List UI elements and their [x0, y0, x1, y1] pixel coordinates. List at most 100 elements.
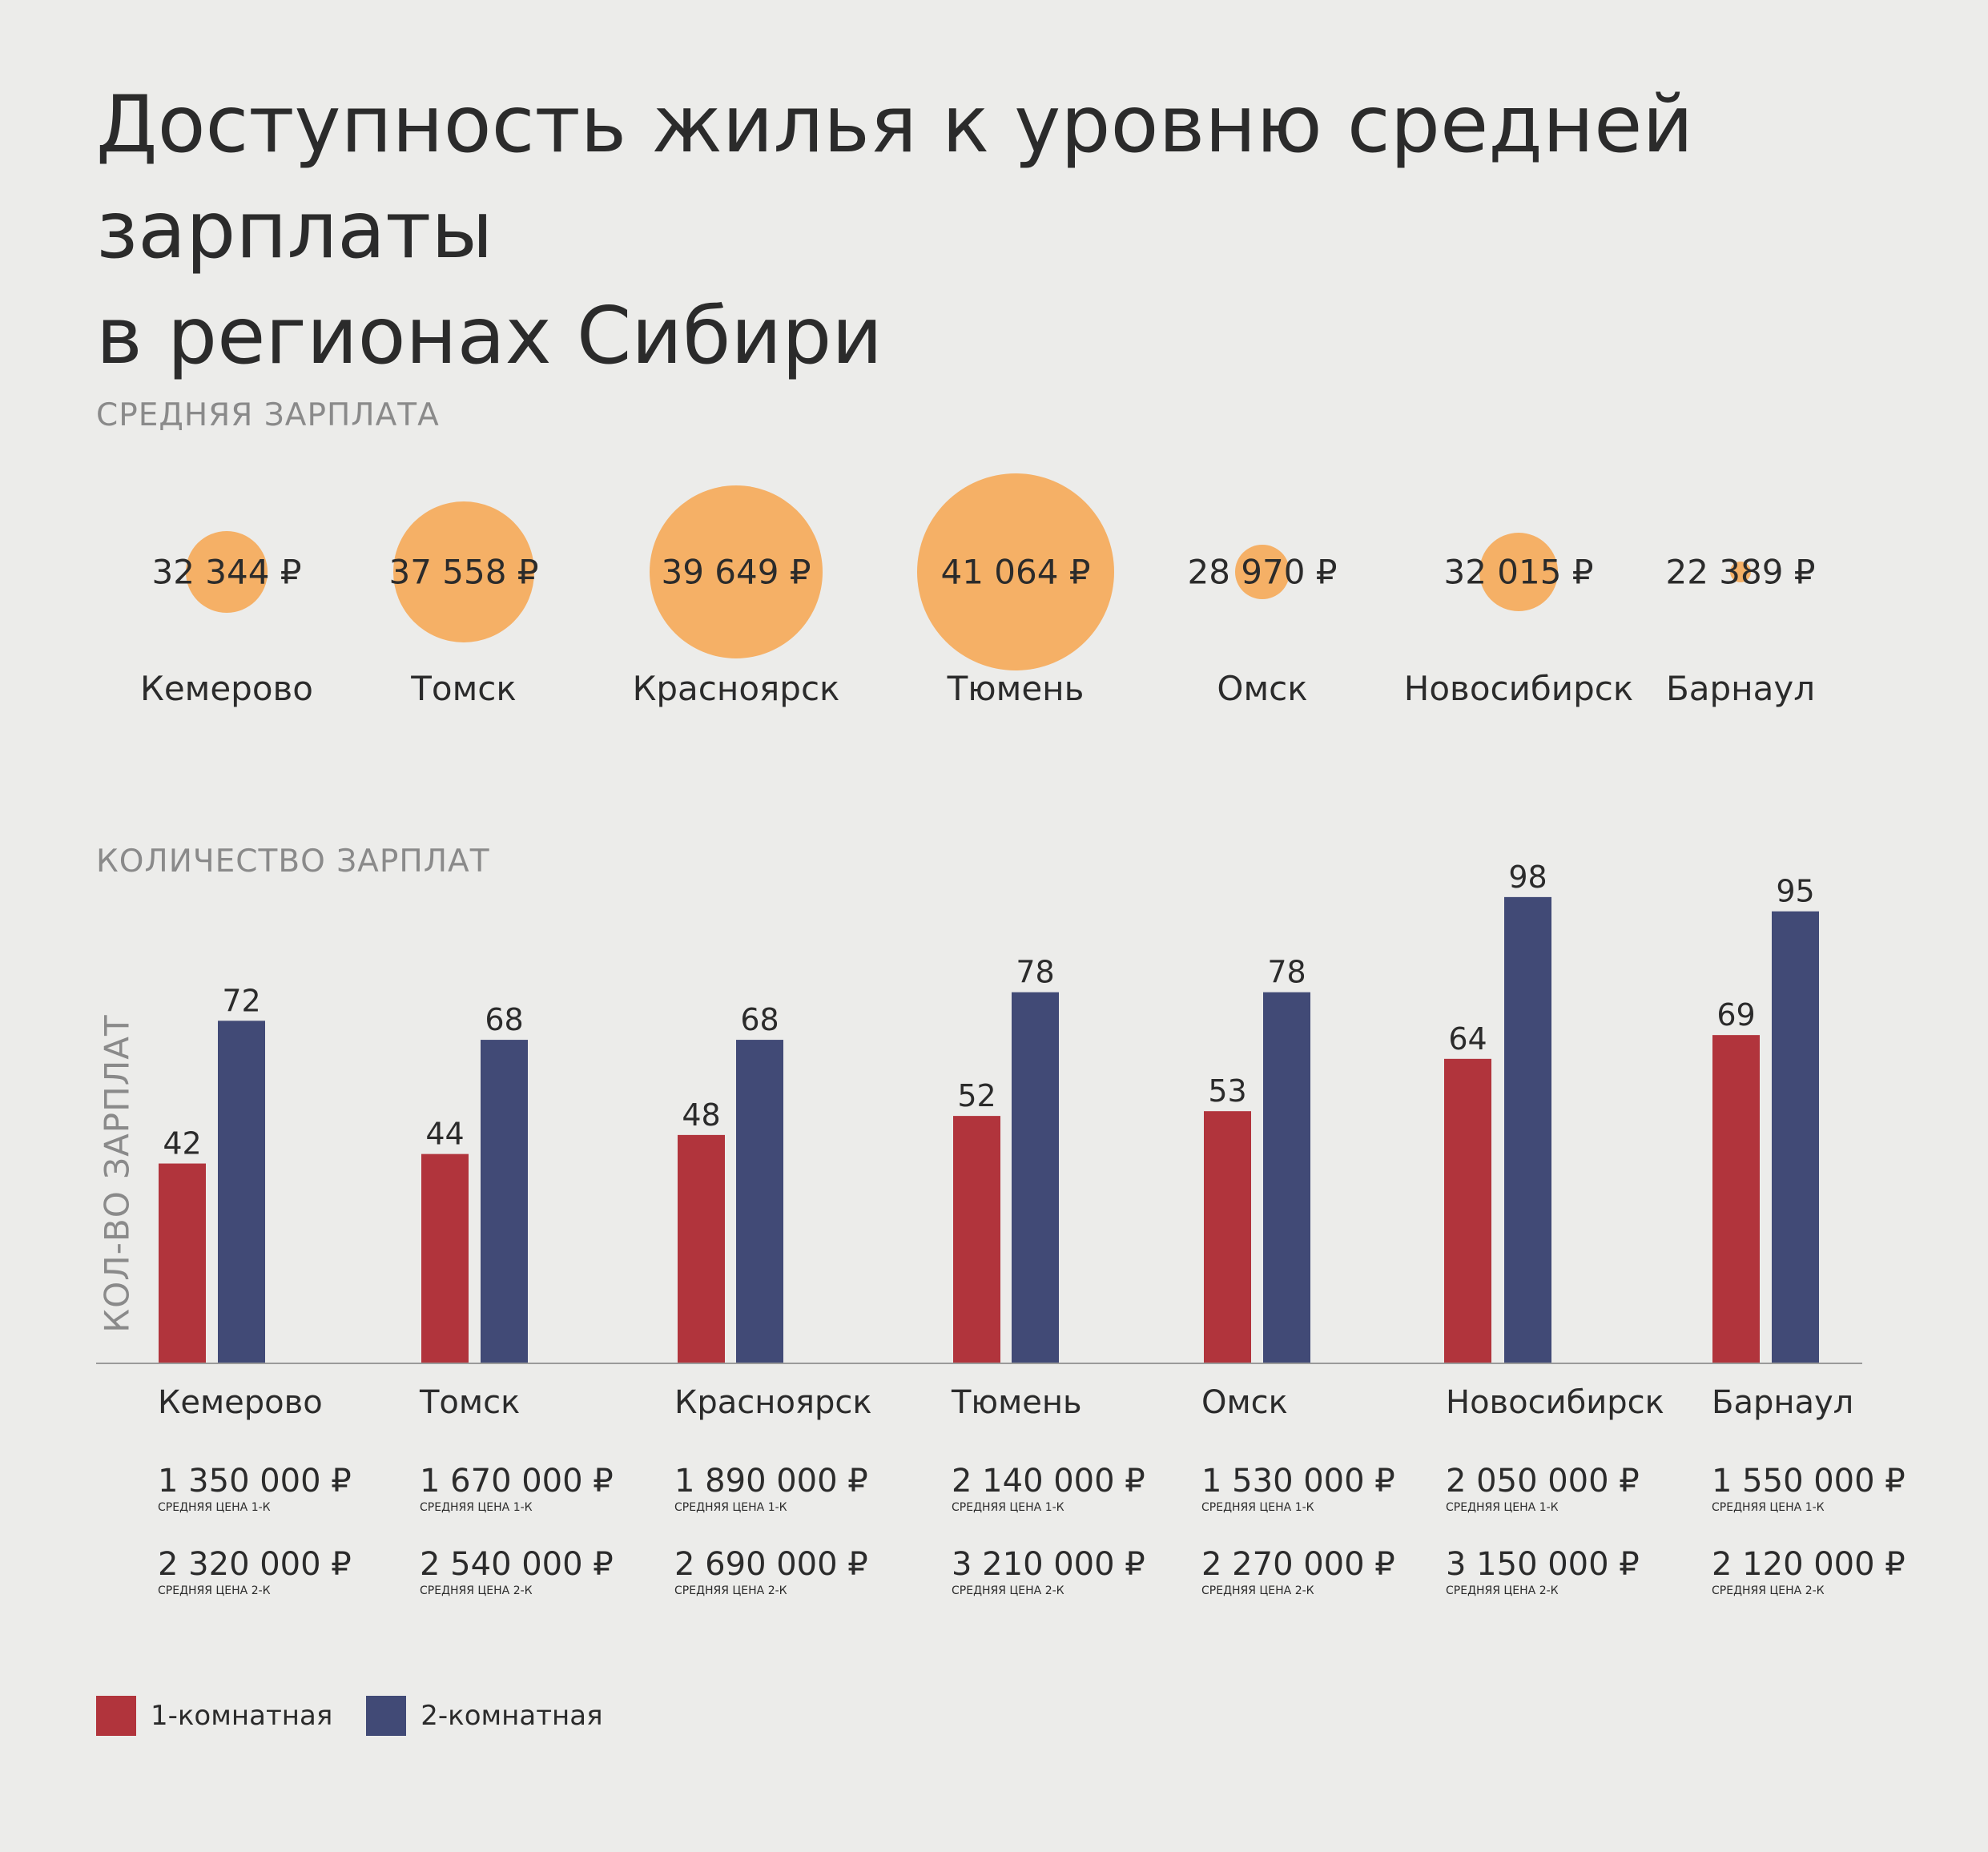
price-1k-note: СРЕДНЯЯ ЦЕНА 1-К — [952, 1501, 1064, 1514]
bar-value-label-one-room: 64 — [1448, 1021, 1487, 1057]
bar-one-room — [1204, 1111, 1251, 1363]
bar-value-label-two-room: 78 — [1267, 955, 1306, 990]
bar-two-room — [736, 1040, 783, 1363]
region-name: Омск — [1201, 1384, 1288, 1421]
legend-label-one-room: 1-комнатная — [151, 1700, 333, 1732]
bar-value-label-one-room: 53 — [1208, 1073, 1246, 1109]
bubble-city-label: Барнаул — [1665, 669, 1816, 708]
salary-bubble — [1235, 545, 1290, 599]
bar-two-room — [481, 1040, 528, 1363]
price-1k-note: СРЕДНЯЯ ЦЕНА 1-К — [158, 1501, 271, 1514]
bar-two-room — [1772, 911, 1819, 1363]
price-1k-note: СРЕДНЯЯ ЦЕНА 1-К — [674, 1501, 787, 1514]
region-block: Барнаул 1 550 000 ₽ СРЕДНЯЯ ЦЕНА 1-К 2 120 … — [1712, 1384, 1906, 1597]
salary-bubble — [186, 531, 268, 613]
bar-one-room — [421, 1153, 469, 1363]
bubble-city-label: Томск — [411, 669, 517, 708]
region-name: Новосибирск — [1446, 1384, 1664, 1421]
salary-value-label: 32 344 ₽ — [151, 552, 302, 592]
bar-one-room — [678, 1134, 725, 1363]
region-block: Тюмень 2 140 000 ₽ СРЕДНЯЯ ЦЕНА 1-К 3 210 0… — [952, 1384, 1145, 1597]
region-block: Красноярск 1 890 000 ₽ СРЕДНЯЯ ЦЕНА 1-К 2 6… — [674, 1384, 872, 1597]
price-1k-note: СРЕДНЯЯ ЦЕНА 1-К — [1201, 1501, 1314, 1514]
legend-swatch-two-room — [366, 1696, 407, 1736]
price-1k-value: 1 670 000 ₽ — [420, 1463, 614, 1500]
salary-value-label: 41 064 ₽ — [940, 552, 1091, 592]
salary-value-label: 28 970 ₽ — [1187, 552, 1338, 592]
price-2k-note: СРЕДНЯЯ ЦЕНА 2-К — [952, 1584, 1064, 1597]
price-2k-note: СРЕДНЯЯ ЦЕНА 2-К — [674, 1584, 787, 1597]
legend-label-two-room: 2-комнатная — [421, 1700, 603, 1732]
bubble-city-label: Тюмень — [947, 669, 1085, 708]
bubble-city-label: Омск — [1217, 669, 1308, 708]
region-name: Тюмень — [952, 1384, 1082, 1421]
salary-bubble — [1729, 561, 1752, 583]
legend: 1-комнатная 2-комнатная — [96, 1696, 637, 1736]
price-2k-value: 2 270 000 ₽ — [1201, 1546, 1395, 1583]
bar-value-label-one-room: 42 — [163, 1126, 201, 1162]
price-1k-value: 1 550 000 ₽ — [1712, 1463, 1906, 1500]
bubble-city-label: Красноярск — [632, 669, 840, 708]
price-2k-value: 2 540 000 ₽ — [420, 1546, 614, 1583]
salary-bubble — [392, 501, 535, 643]
region-block: Новосибирск 2 050 000 ₽ СРЕДНЯЯ ЦЕНА 1-К 3 … — [1446, 1384, 1664, 1597]
bar-one-room — [1444, 1058, 1491, 1363]
page-title: Доступность жилья к уровню средней зарпл… — [96, 72, 1938, 389]
region-name: Кемерово — [158, 1384, 323, 1421]
price-1k-note: СРЕДНЯЯ ЦЕНА 1-К — [1446, 1501, 1559, 1514]
region-name: Красноярск — [674, 1384, 872, 1421]
salary-bubble — [649, 485, 823, 659]
region-block: Омск 1 530 000 ₽ СРЕДНЯЯ ЦЕНА 1-К 2 270 000… — [1201, 1384, 1395, 1597]
legend-swatch-one-room — [96, 1696, 136, 1736]
price-2k-note: СРЕДНЯЯ ЦЕНА 2-К — [1201, 1584, 1314, 1597]
bar-value-label-two-room: 78 — [1016, 955, 1054, 990]
bar-value-label-one-room: 52 — [957, 1078, 996, 1113]
bubble-city-label: Новосибирск — [1403, 669, 1634, 708]
bar-two-room — [1504, 896, 1551, 1363]
bar-one-room — [1712, 1035, 1760, 1363]
bar-two-room — [218, 1021, 265, 1363]
title-line-2: в регионах Сибири — [96, 291, 883, 382]
bar-two-room — [1263, 992, 1310, 1363]
price-1k-value: 2 050 000 ₽ — [1446, 1463, 1640, 1500]
salary-bubble — [1479, 533, 1558, 611]
region-block: Кемерово 1 350 000 ₽ СРЕДНЯЯ ЦЕНА 1-К 2 320… — [158, 1384, 352, 1597]
price-1k-value: 2 140 000 ₽ — [952, 1463, 1145, 1500]
region-block: Томск 1 670 000 ₽ СРЕДНЯЯ ЦЕНА 1-К 2 540 00… — [420, 1384, 614, 1597]
salary-bubble — [917, 473, 1114, 670]
price-2k-value: 3 150 000 ₽ — [1446, 1546, 1640, 1583]
bar-two-room — [1012, 992, 1059, 1363]
price-1k-value: 1 890 000 ₽ — [674, 1463, 868, 1500]
bubble-city-label: Кемерово — [140, 669, 313, 708]
price-1k-note: СРЕДНЯЯ ЦЕНА 1-К — [1712, 1501, 1825, 1514]
bar-value-label-two-room: 68 — [740, 1002, 779, 1037]
section-label-count: КОЛИЧЕСТВО ЗАРПЛАТ — [96, 843, 490, 880]
bar-value-label-two-room: 72 — [222, 983, 260, 1018]
salary-value-label: 37 558 ₽ — [388, 552, 539, 592]
bar-value-label-two-room: 95 — [1776, 874, 1814, 909]
salary-value-label: 32 015 ₽ — [1443, 552, 1594, 592]
bar-one-room — [953, 1116, 1000, 1363]
price-1k-value: 1 530 000 ₽ — [1201, 1463, 1395, 1500]
section-label-salary: СРЕДНЯЯ ЗАРПЛАТА — [96, 397, 440, 433]
salary-value-label: 22 389 ₽ — [1665, 552, 1816, 592]
price-1k-value: 1 350 000 ₽ — [158, 1463, 352, 1500]
region-name: Барнаул — [1712, 1384, 1854, 1421]
price-1k-note: СРЕДНЯЯ ЦЕНА 1-К — [420, 1501, 533, 1514]
bar-value-label-one-room: 44 — [425, 1117, 464, 1152]
price-2k-note: СРЕДНЯЯ ЦЕНА 2-К — [1446, 1584, 1559, 1597]
price-2k-note: СРЕДНЯЯ ЦЕНА 2-К — [158, 1584, 271, 1597]
region-name: Томск — [420, 1384, 521, 1421]
price-2k-note: СРЕДНЯЯ ЦЕНА 2-К — [1712, 1584, 1825, 1597]
price-2k-value: 3 210 000 ₽ — [952, 1546, 1145, 1583]
price-2k-note: СРЕДНЯЯ ЦЕНА 2-К — [420, 1584, 533, 1597]
bar-one-room — [159, 1163, 206, 1363]
bar-value-label-two-room: 68 — [485, 1002, 523, 1037]
title-line-1: Доступность жилья к уровню средней зарпл… — [96, 79, 1694, 276]
price-2k-value: 2 690 000 ₽ — [674, 1546, 868, 1583]
bar-value-label-one-room: 48 — [682, 1097, 720, 1133]
salary-value-label: 39 649 ₽ — [661, 552, 811, 592]
price-2k-value: 2 120 000 ₽ — [1712, 1546, 1906, 1583]
